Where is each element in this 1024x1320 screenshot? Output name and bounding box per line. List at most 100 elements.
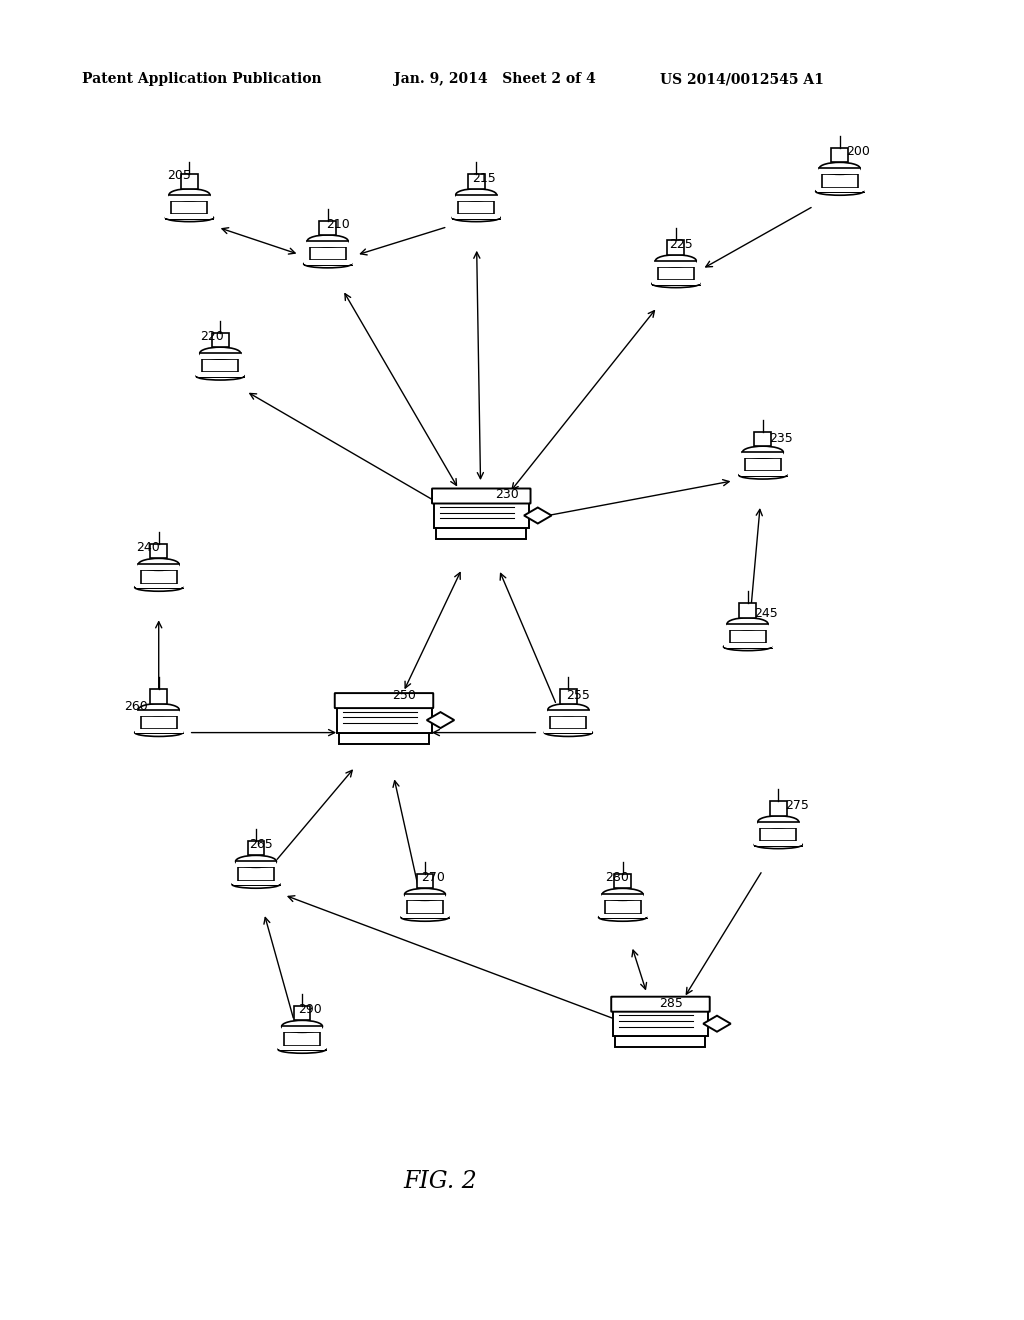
FancyBboxPatch shape <box>755 432 771 446</box>
FancyBboxPatch shape <box>135 729 182 733</box>
FancyBboxPatch shape <box>548 710 589 715</box>
FancyBboxPatch shape <box>604 900 641 913</box>
Text: 275: 275 <box>784 799 809 812</box>
Ellipse shape <box>282 1020 323 1032</box>
Ellipse shape <box>456 189 497 201</box>
Ellipse shape <box>166 214 213 222</box>
Ellipse shape <box>655 255 696 267</box>
FancyBboxPatch shape <box>816 187 863 191</box>
FancyBboxPatch shape <box>432 488 530 503</box>
FancyBboxPatch shape <box>200 354 241 359</box>
FancyBboxPatch shape <box>755 841 802 845</box>
Ellipse shape <box>599 913 646 921</box>
Ellipse shape <box>279 1045 326 1053</box>
Text: 260: 260 <box>124 700 148 713</box>
FancyBboxPatch shape <box>614 874 631 888</box>
Ellipse shape <box>304 260 351 268</box>
Text: 200: 200 <box>846 145 870 158</box>
Text: 225: 225 <box>669 238 693 251</box>
Text: Patent Application Publication: Patent Application Publication <box>82 73 322 86</box>
FancyBboxPatch shape <box>758 822 799 828</box>
Text: 215: 215 <box>472 172 497 185</box>
FancyBboxPatch shape <box>197 372 244 376</box>
Ellipse shape <box>200 347 241 359</box>
Text: 220: 220 <box>200 330 224 343</box>
FancyBboxPatch shape <box>151 544 167 558</box>
FancyBboxPatch shape <box>819 169 860 174</box>
FancyBboxPatch shape <box>307 242 348 247</box>
Ellipse shape <box>197 372 244 380</box>
Ellipse shape <box>307 235 348 247</box>
FancyBboxPatch shape <box>729 630 766 643</box>
Ellipse shape <box>401 913 449 921</box>
FancyBboxPatch shape <box>821 174 858 187</box>
Text: 250: 250 <box>392 689 417 702</box>
FancyBboxPatch shape <box>284 1032 321 1045</box>
FancyBboxPatch shape <box>140 715 177 729</box>
Text: 235: 235 <box>769 432 794 445</box>
FancyBboxPatch shape <box>453 214 500 218</box>
FancyBboxPatch shape <box>248 841 264 855</box>
FancyBboxPatch shape <box>434 503 528 528</box>
FancyBboxPatch shape <box>770 801 786 816</box>
FancyBboxPatch shape <box>335 693 433 708</box>
Polygon shape <box>427 711 455 729</box>
Ellipse shape <box>816 187 863 195</box>
Text: 265: 265 <box>249 838 273 851</box>
Text: 205: 205 <box>167 169 191 182</box>
FancyBboxPatch shape <box>739 603 756 618</box>
FancyBboxPatch shape <box>169 195 210 201</box>
FancyBboxPatch shape <box>294 1006 310 1020</box>
Ellipse shape <box>138 704 179 715</box>
Text: 285: 285 <box>658 997 683 1010</box>
FancyBboxPatch shape <box>655 261 696 267</box>
FancyBboxPatch shape <box>166 214 213 218</box>
Ellipse shape <box>602 888 643 900</box>
FancyBboxPatch shape <box>613 1011 708 1036</box>
Text: 255: 255 <box>566 689 591 702</box>
Text: 230: 230 <box>495 488 519 502</box>
Ellipse shape <box>724 643 771 651</box>
FancyBboxPatch shape <box>135 583 182 587</box>
FancyBboxPatch shape <box>560 689 577 704</box>
FancyBboxPatch shape <box>282 1027 323 1032</box>
FancyBboxPatch shape <box>417 874 433 888</box>
FancyBboxPatch shape <box>337 708 431 733</box>
FancyBboxPatch shape <box>407 900 443 913</box>
Polygon shape <box>524 507 552 524</box>
FancyBboxPatch shape <box>401 913 449 917</box>
Ellipse shape <box>755 841 802 849</box>
FancyBboxPatch shape <box>724 643 771 647</box>
FancyBboxPatch shape <box>171 201 208 214</box>
FancyBboxPatch shape <box>652 280 699 284</box>
Ellipse shape <box>819 162 860 174</box>
FancyBboxPatch shape <box>319 220 336 235</box>
Ellipse shape <box>169 189 210 201</box>
FancyBboxPatch shape <box>138 710 179 715</box>
FancyBboxPatch shape <box>202 359 239 372</box>
Ellipse shape <box>545 729 592 737</box>
FancyBboxPatch shape <box>339 733 429 743</box>
FancyBboxPatch shape <box>151 689 167 704</box>
FancyBboxPatch shape <box>212 333 228 347</box>
Text: 240: 240 <box>136 541 161 554</box>
FancyBboxPatch shape <box>456 195 497 201</box>
FancyBboxPatch shape <box>668 240 684 255</box>
FancyBboxPatch shape <box>742 453 783 458</box>
Polygon shape <box>703 1015 731 1032</box>
Ellipse shape <box>138 558 179 570</box>
Ellipse shape <box>758 816 799 828</box>
FancyBboxPatch shape <box>468 174 484 189</box>
FancyBboxPatch shape <box>238 867 274 880</box>
Text: 210: 210 <box>326 218 350 231</box>
Text: FIG. 2: FIG. 2 <box>403 1170 477 1193</box>
Text: 290: 290 <box>298 1003 323 1016</box>
FancyBboxPatch shape <box>304 260 351 264</box>
FancyBboxPatch shape <box>236 862 276 867</box>
Ellipse shape <box>135 729 182 737</box>
FancyBboxPatch shape <box>739 471 786 475</box>
FancyBboxPatch shape <box>760 828 797 841</box>
Text: 280: 280 <box>605 871 630 884</box>
Ellipse shape <box>135 583 182 591</box>
FancyBboxPatch shape <box>831 148 848 162</box>
